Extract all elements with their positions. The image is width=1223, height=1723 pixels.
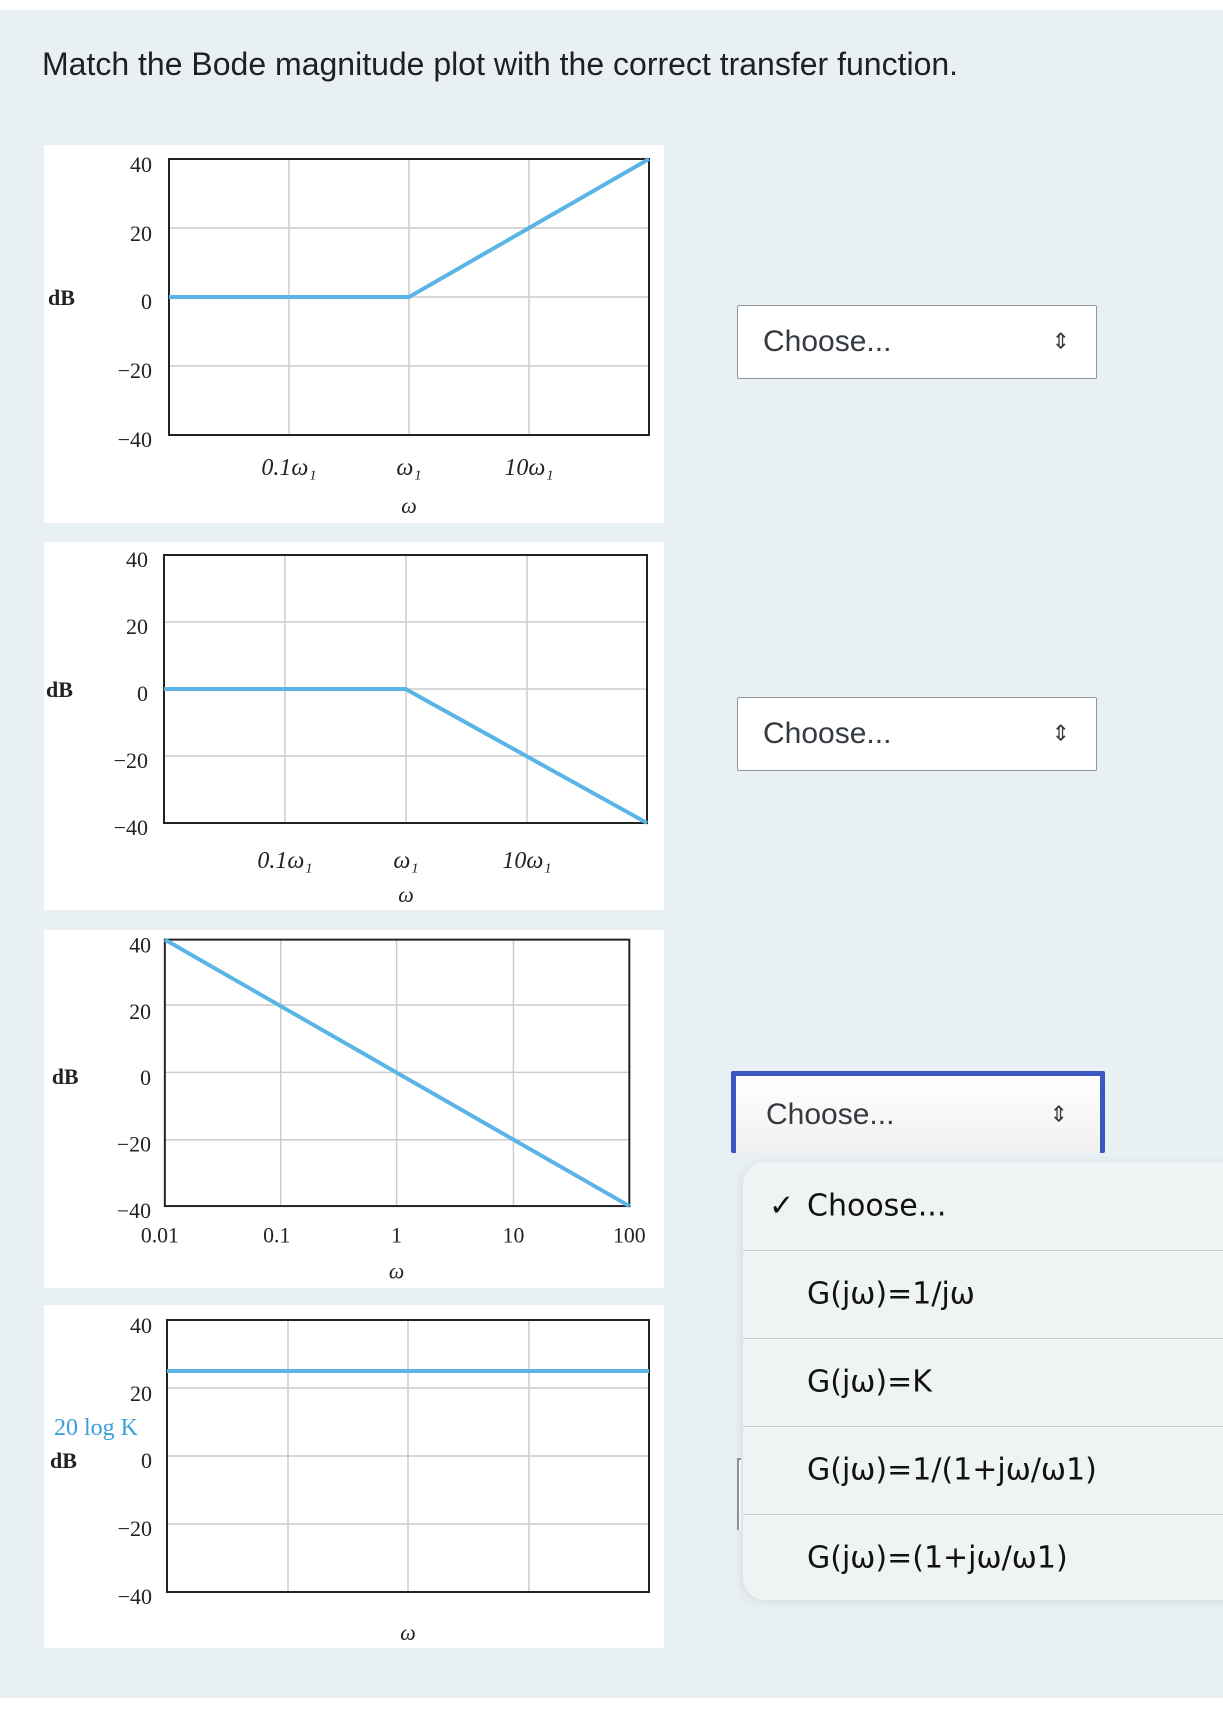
magnitude-line xyxy=(163,937,631,1208)
updown-arrow-icon: ⇕ xyxy=(1049,1102,1068,1127)
option-divider xyxy=(743,1514,1223,1515)
checkmark-icon: ✓ xyxy=(769,1188,795,1224)
gain-label: 20 log K xyxy=(54,1415,139,1441)
plot-frame xyxy=(163,938,631,1208)
x-tick-label: 0.1 xyxy=(263,1224,290,1248)
x-axis-label: ω xyxy=(398,882,414,907)
x-tick-label: 10ω₁ xyxy=(502,848,551,874)
y-tick-label: 20 xyxy=(126,614,148,639)
x-tick-label: 100 xyxy=(613,1224,646,1248)
magnitude-line xyxy=(169,157,650,299)
y-tick-label: 40 xyxy=(129,934,151,958)
dropdown-option-integrator[interactable]: G(jω)=1/jω xyxy=(743,1250,1223,1338)
updown-arrow-icon: ⇕ xyxy=(1051,329,1070,355)
option-label: G(jω)=K xyxy=(807,1364,932,1400)
answer-select-2[interactable]: Choose... ⇕ xyxy=(737,697,1097,771)
bode-plot-1-svg: dB 40 20 0 −20 −40 0.1ω₁ ω₁ 10ω₁ ω xyxy=(48,152,650,518)
x-tick-label: ω₁ xyxy=(393,848,418,874)
x-axis-label: ω xyxy=(400,1620,416,1645)
x-tick-label: ω₁ xyxy=(396,455,421,481)
x-tick-label: 1 xyxy=(391,1224,402,1248)
x-axis-label: ω xyxy=(389,1259,404,1283)
y-tick-label: 20 xyxy=(130,221,152,246)
option-label: Choose... xyxy=(807,1188,947,1224)
y-tick-label: −40 xyxy=(118,427,152,452)
y-tick-label: −20 xyxy=(118,1516,152,1541)
select-value: Choose... xyxy=(763,325,892,358)
bode-plot-3: dB 40 20 0 −20 −40 0.01 0.1 1 10 100 ω xyxy=(44,930,664,1288)
x-axis-label: ω xyxy=(401,493,417,518)
option-divider xyxy=(743,1250,1223,1251)
y-tick-label: −40 xyxy=(117,1199,151,1223)
y-tick-label: 20 xyxy=(130,1381,152,1406)
option-divider xyxy=(743,1426,1223,1427)
y-tick-label: −20 xyxy=(118,358,152,383)
y-tick-label: 40 xyxy=(126,547,148,572)
question-panel: Match the Bode magnitude plot with the c… xyxy=(0,10,1223,1698)
option-divider xyxy=(743,1338,1223,1339)
dropdown-option-gain[interactable]: G(jω)=K xyxy=(743,1338,1223,1426)
x-tick-label: 0.1ω₁ xyxy=(261,455,316,481)
bode-plot-4-svg: 20 log K dB 40 20 0 −20 −40 ω xyxy=(50,1313,650,1645)
bode-plot-2: dB 40 20 0 −20 −40 0.1ω₁ ω₁ 10ω₁ ω xyxy=(44,542,664,910)
answer-select-1[interactable]: Choose... ⇕ xyxy=(737,305,1097,379)
updown-arrow-icon: ⇕ xyxy=(1051,721,1070,747)
x-tick-label: 10 xyxy=(503,1224,525,1248)
dropdown-option-choose[interactable]: ✓ Choose... xyxy=(743,1162,1223,1250)
dropdown-option-first-order-pole[interactable]: G(jω)=1/(1+jω/ω1) xyxy=(743,1426,1223,1514)
option-label: G(jω)=1/jω xyxy=(807,1276,975,1312)
y-axis-label: dB xyxy=(46,677,73,702)
magnitude-line xyxy=(164,687,648,825)
question-text: Match the Bode magnitude plot with the c… xyxy=(42,46,959,82)
y-tick-label: 0 xyxy=(140,1066,151,1090)
bode-plot-2-svg: dB 40 20 0 −20 −40 0.1ω₁ ω₁ 10ω₁ ω xyxy=(46,547,648,907)
y-tick-label: 0 xyxy=(137,681,148,706)
y-tick-label: −20 xyxy=(117,1133,151,1157)
y-tick-label: 40 xyxy=(130,1313,152,1338)
y-tick-label: 20 xyxy=(129,1000,151,1024)
y-tick-label: 40 xyxy=(130,152,152,177)
answer-select-3[interactable]: Choose... ⇕ xyxy=(731,1071,1105,1153)
y-tick-label: −40 xyxy=(118,1584,152,1609)
y-tick-label: 0 xyxy=(141,289,152,314)
y-tick-label: −40 xyxy=(114,815,148,840)
y-tick-label: −20 xyxy=(114,748,148,773)
x-tick-label: 0.01 xyxy=(141,1224,179,1248)
option-label: G(jω)=1/(1+jω/ω1) xyxy=(807,1452,1097,1488)
select-value: Choose... xyxy=(766,1097,895,1131)
answer-select-4[interactable] xyxy=(737,1458,741,1530)
y-axis-label: dB xyxy=(48,285,75,310)
y-axis-label: dB xyxy=(50,1448,77,1473)
bode-plot-3-svg: dB 40 20 0 −20 −40 0.01 0.1 1 10 100 ω xyxy=(52,934,646,1284)
x-tick-label: 0.1ω₁ xyxy=(257,848,312,874)
bode-plot-4: 20 log K dB 40 20 0 −20 −40 ω xyxy=(44,1305,664,1648)
select-value: Choose... xyxy=(763,717,892,750)
x-tick-label: 10ω₁ xyxy=(504,455,553,481)
plot-frame xyxy=(166,1319,650,1593)
y-axis-label: dB xyxy=(52,1065,79,1089)
bode-plot-1: dB 40 20 0 −20 −40 0.1ω₁ ω₁ 10ω₁ ω xyxy=(44,145,664,523)
y-tick-label: 0 xyxy=(141,1448,152,1473)
dropdown-option-first-order-zero[interactable]: G(jω)=(1+jω/ω1) xyxy=(743,1514,1223,1602)
option-label: G(jω)=(1+jω/ω1) xyxy=(807,1540,1068,1576)
select-dropdown-list: ✓ Choose... G(jω)=1/jω G(jω)=K G(jω)=1/(… xyxy=(743,1162,1223,1600)
